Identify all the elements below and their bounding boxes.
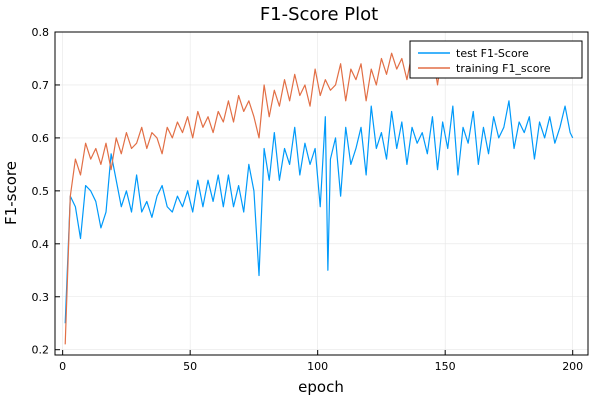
plot-frame [54,31,589,356]
x-axis-label: epoch [298,378,344,396]
series-layer [64,41,574,345]
y-axis-label: F1-score [2,161,20,225]
y-tick-label: 0.6 [32,132,50,145]
x-tick-label: 150 [435,360,456,373]
legend-box [409,40,583,79]
y-tick-label: 0.2 [32,344,50,357]
y-tick-label: 0.5 [32,185,50,198]
legend: test F1-Score training F1_score [409,40,583,79]
series-line-test-f1 [64,100,574,324]
x-tick-label: 200 [562,360,583,373]
y-tick-label: 0.8 [32,26,50,39]
chart-title: F1-Score Plot [260,4,378,25]
y-tick-label: 0.3 [32,291,50,304]
legend-label-training: training F1_score [456,62,551,75]
x-tick-label: 50 [183,360,197,373]
legend-label-test: test F1-Score [456,47,529,60]
y-tick-label: 0.7 [32,79,50,92]
ticks-layer: 0 50 100 150 200 0.2 0.3 0.4 0.5 0.6 0.7 0.8 [32,26,584,373]
y-tick-label: 0.4 [32,238,50,251]
x-tick-label: 100 [307,360,328,373]
x-tick-label: 0 [59,360,66,373]
